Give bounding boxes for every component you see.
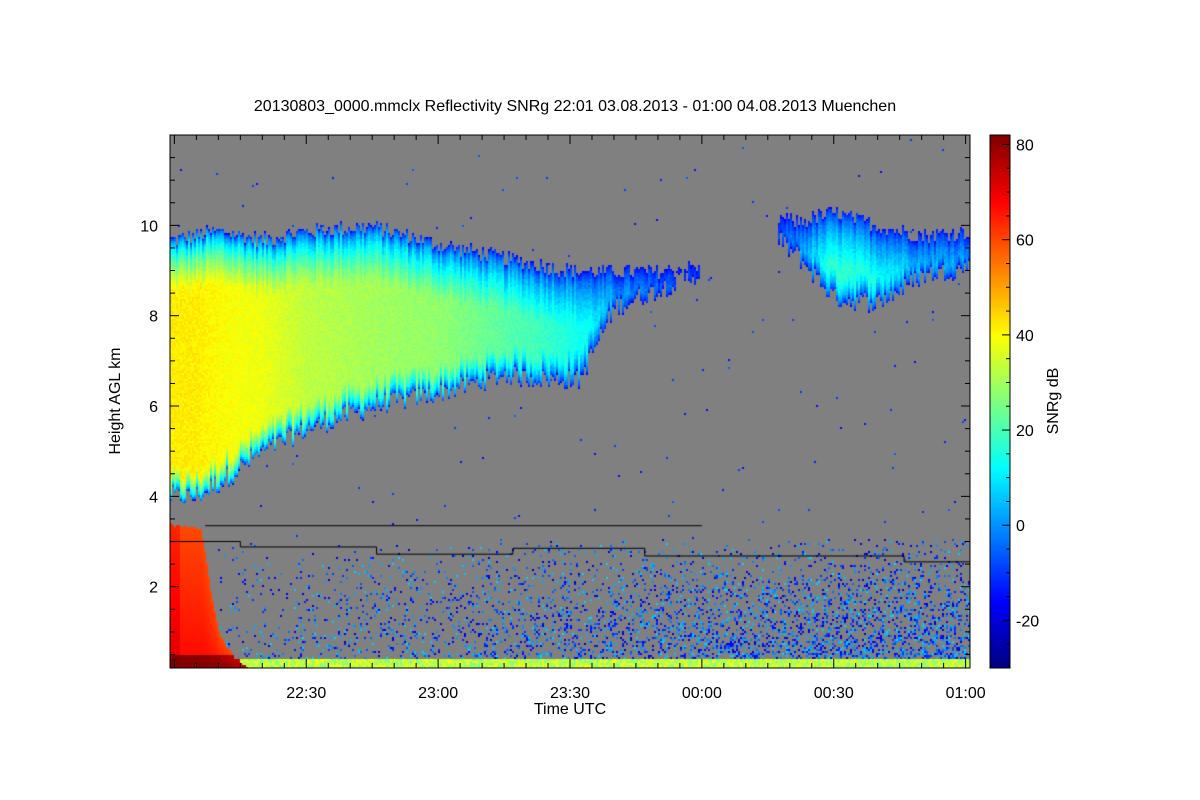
- colorbar-tick-label: 80: [1016, 138, 1034, 155]
- y-tick-label: 4: [149, 489, 158, 506]
- colorbar-frame: [989, 134, 1011, 669]
- chart-title: 20130803_0000.mmclx Reflectivity SNRg 22…: [253, 98, 897, 115]
- x-axis-label: Time UTC: [534, 701, 606, 718]
- x-tick-label: 00:00: [682, 685, 722, 702]
- colorbar-tick-label: 0: [1016, 518, 1025, 535]
- x-tick-label: 00:30: [814, 685, 854, 702]
- colorbar-tick-label: 40: [1016, 328, 1034, 345]
- colorbar-tick-label: -20: [1016, 613, 1039, 630]
- y-tick-label: 10: [140, 218, 158, 235]
- colorbar: [990, 135, 1010, 668]
- colorbar-tick-label: 20: [1016, 423, 1034, 440]
- y-tick-label: 2: [149, 580, 158, 597]
- colorbar-tick-label: 60: [1016, 233, 1034, 250]
- y-tick-label: 6: [149, 399, 158, 416]
- x-tick-label: 22:30: [286, 685, 326, 702]
- y-tick-label: 8: [149, 309, 158, 326]
- x-tick-label: 23:00: [418, 685, 458, 702]
- reflectivity-heatmap: [170, 135, 970, 668]
- y-axis-label: Height AGL km: [107, 347, 124, 454]
- x-tick-label: 23:30: [550, 685, 590, 702]
- plot-frame: [169, 134, 971, 669]
- x-tick-label: 01:00: [946, 685, 986, 702]
- colorbar-label: SNRg dB: [1045, 368, 1062, 435]
